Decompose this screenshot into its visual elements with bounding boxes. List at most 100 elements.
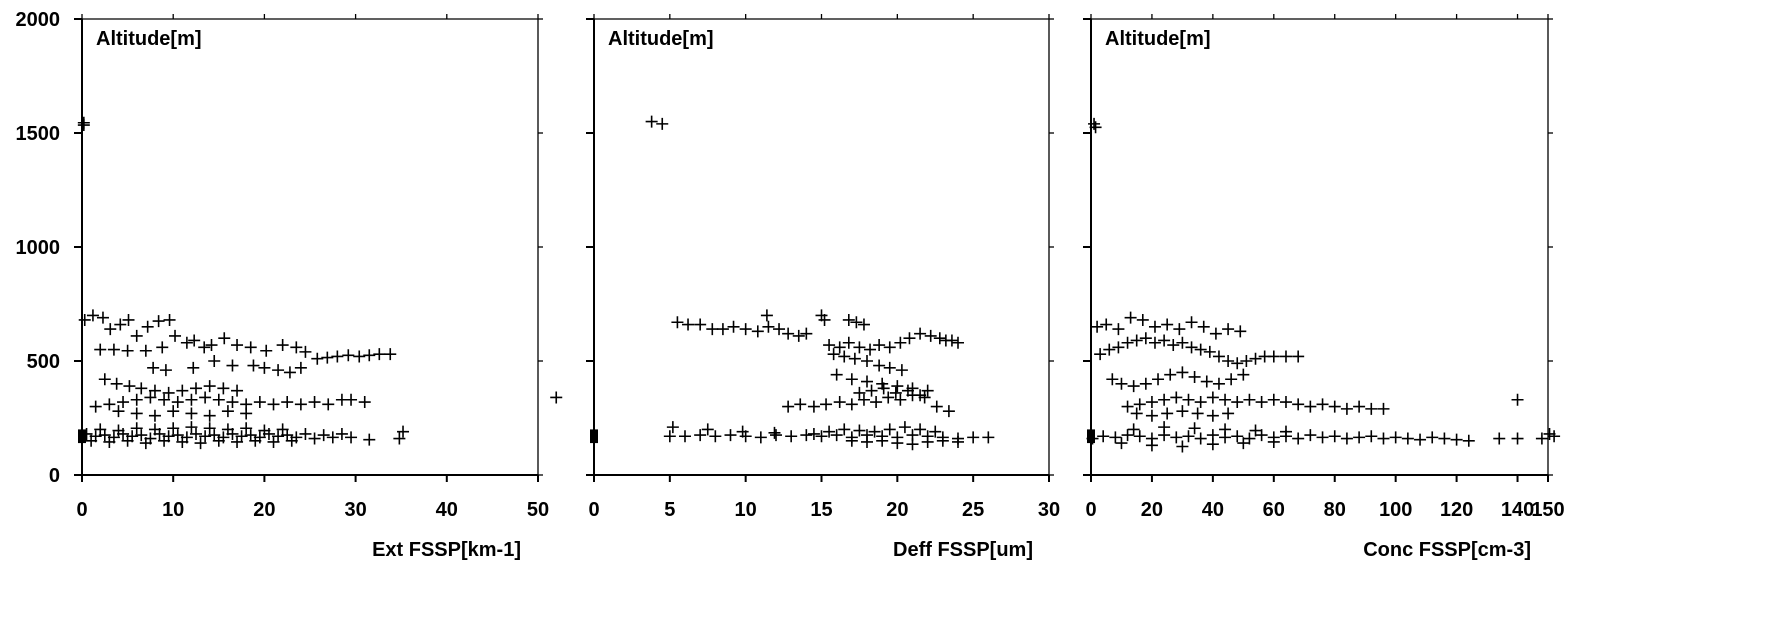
data-point — [889, 386, 902, 399]
data-point — [827, 348, 840, 361]
data-point — [1340, 432, 1353, 445]
dense-cluster-mark — [590, 429, 598, 444]
data-point — [1222, 407, 1235, 420]
data-point — [1091, 320, 1104, 333]
data-point — [322, 398, 335, 411]
data-point — [1365, 402, 1378, 415]
data-point — [290, 341, 303, 354]
data-point — [838, 350, 851, 363]
data-point — [898, 421, 911, 434]
data-point — [1292, 432, 1305, 445]
data-point — [156, 341, 169, 354]
data-point — [1426, 431, 1439, 444]
data-point — [857, 318, 870, 331]
data-point — [833, 396, 846, 409]
data-point — [1209, 327, 1222, 340]
x-tick-label: 10 — [735, 499, 757, 521]
data-point — [112, 424, 125, 437]
data-point — [1176, 405, 1189, 418]
data-point — [842, 313, 855, 326]
data-point — [921, 384, 934, 397]
data-point — [1316, 431, 1329, 444]
data-point — [891, 437, 904, 450]
data-point — [1249, 424, 1262, 437]
data-point — [1462, 434, 1475, 447]
data-point — [1094, 348, 1107, 361]
y-tick-label: 2000 — [16, 9, 61, 31]
data-point — [1279, 396, 1292, 409]
data-point — [299, 427, 312, 440]
x-tick-label: 0 — [588, 499, 599, 521]
data-point — [952, 336, 964, 349]
data-point — [104, 323, 117, 336]
data-point — [1243, 393, 1256, 406]
data-point — [1222, 355, 1235, 367]
data-point — [1176, 440, 1189, 453]
data-point — [820, 398, 833, 411]
data-point — [217, 382, 230, 395]
data-point — [861, 355, 873, 367]
data-point — [1401, 432, 1414, 445]
data-point — [853, 424, 866, 437]
data-point — [1340, 402, 1353, 415]
data-point — [830, 429, 843, 442]
data-point — [89, 400, 102, 413]
dense-cluster-mark — [78, 429, 86, 444]
data-point — [1535, 432, 1548, 445]
data-point — [77, 119, 90, 132]
data-point — [1219, 423, 1232, 436]
data-point — [663, 430, 676, 443]
data-point — [1185, 341, 1198, 354]
data-point — [770, 429, 782, 442]
data-point — [1493, 432, 1506, 445]
data-point — [1158, 334, 1171, 347]
data-point — [727, 320, 740, 333]
data-point — [850, 316, 863, 329]
data-point — [883, 361, 896, 374]
data-point — [141, 320, 154, 333]
data-point — [1109, 431, 1122, 444]
data-point — [1130, 334, 1143, 347]
data-point — [139, 344, 152, 357]
data-point — [782, 400, 795, 413]
data-point — [1148, 336, 1161, 349]
data-point — [857, 393, 870, 406]
data-point — [933, 332, 946, 345]
data-point — [114, 318, 127, 331]
data-point — [883, 341, 896, 354]
data-point — [760, 309, 773, 322]
data-point — [1377, 402, 1390, 415]
data-point — [240, 422, 253, 435]
data-point — [1133, 430, 1146, 443]
data-point — [873, 339, 886, 352]
x-tick-label: 140 — [1501, 499, 1534, 521]
data-point — [1191, 407, 1204, 420]
data-point — [1139, 377, 1152, 390]
data-point — [187, 361, 200, 374]
data-point — [1511, 393, 1524, 406]
data-point — [1148, 320, 1161, 333]
data-point — [226, 359, 239, 372]
data-point — [294, 361, 307, 374]
data-point — [1121, 336, 1134, 349]
data-point — [1121, 400, 1134, 413]
data-point — [283, 366, 296, 379]
data-point — [158, 393, 171, 406]
data-point — [1089, 121, 1102, 134]
data-point — [1139, 332, 1152, 345]
data-point — [107, 343, 120, 356]
data-point — [1127, 423, 1140, 436]
data-point — [1328, 400, 1341, 413]
data-point — [1219, 393, 1232, 406]
data-point — [188, 334, 201, 347]
data-point — [308, 396, 321, 409]
data-point — [308, 432, 321, 445]
data-point — [159, 364, 172, 377]
data-point — [78, 313, 91, 326]
data-point — [1450, 433, 1463, 446]
data-point — [861, 375, 873, 388]
data-point — [1161, 407, 1174, 420]
data-point — [148, 409, 161, 422]
data-point — [321, 351, 334, 364]
